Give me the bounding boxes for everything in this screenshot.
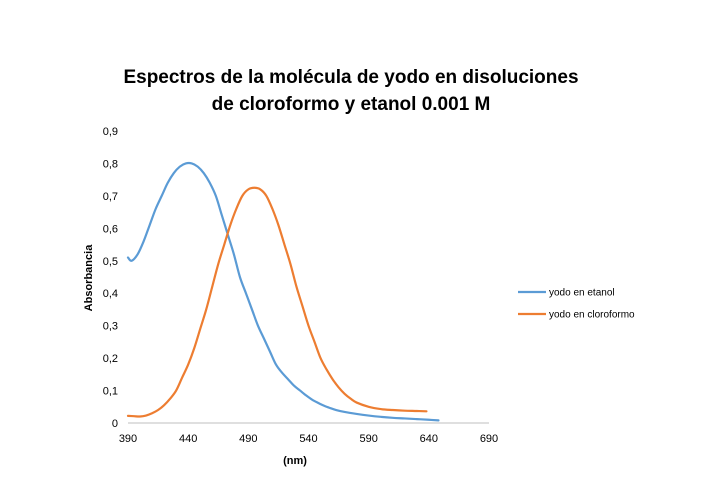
y-tick-label: 0,9 bbox=[103, 126, 118, 138]
x-tick-labels: 390 440 490 540 590 640 690 bbox=[119, 433, 498, 445]
y-tick-label: 0,8 bbox=[103, 158, 118, 170]
x-tick-label: 490 bbox=[239, 433, 257, 445]
x-tick-label: 690 bbox=[480, 433, 498, 445]
series-line-etanol bbox=[126, 161, 440, 422]
x-tick-label: 640 bbox=[420, 433, 438, 445]
chart-title: Espectros de la molécula de yodo en diso… bbox=[0, 64, 702, 118]
x-axis-title: (nm) bbox=[283, 455, 307, 467]
y-tick-labels: 0 0,1 0,2 0,3 0,4 0,5 0,6 0,7 0,8 0,9 bbox=[103, 126, 118, 430]
y-tick-label: 0,2 bbox=[103, 353, 118, 365]
chart-title-line-1: Espectros de la molécula de yodo en diso… bbox=[123, 67, 579, 88]
y-tick-label: 0,3 bbox=[103, 321, 118, 333]
y-axis-title: Absorbancia bbox=[83, 244, 95, 312]
legend-label: yodo en cloroformo bbox=[549, 310, 635, 321]
x-tick-label: 390 bbox=[119, 433, 137, 445]
y-tick-label: 0 bbox=[112, 418, 118, 430]
chart-title-line-2: de cloroformo y etanol 0.001 M bbox=[211, 94, 491, 115]
x-tick-label: 590 bbox=[359, 433, 377, 445]
y-tick-label: 0,5 bbox=[103, 256, 118, 268]
legend: yodo en etanol yodo en cloroformo bbox=[518, 288, 635, 321]
legend-label: yodo en etanol bbox=[549, 288, 615, 299]
x-tick-label: 440 bbox=[179, 433, 197, 445]
y-tick-label: 0,7 bbox=[103, 191, 118, 203]
y-tick-label: 0,1 bbox=[103, 386, 118, 398]
y-tick-label: 0,4 bbox=[103, 288, 118, 300]
x-tick-label: 540 bbox=[299, 433, 317, 445]
y-tick-label: 0,6 bbox=[103, 223, 118, 235]
series-line-cloroformo bbox=[126, 186, 428, 418]
series-lines bbox=[126, 161, 440, 422]
